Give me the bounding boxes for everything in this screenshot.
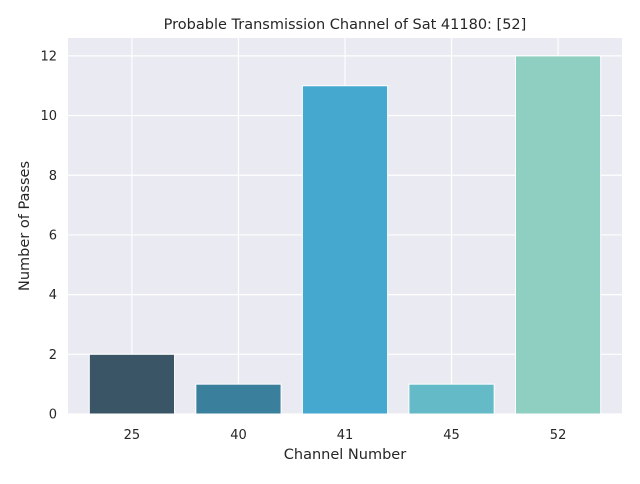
bar-40 <box>195 383 282 415</box>
y-tick-label: 4 <box>49 288 57 303</box>
x-tick-label: 45 <box>443 428 460 443</box>
y-tick-labels: 0 2 4 6 8 10 12 <box>40 49 57 422</box>
bar-25 <box>88 353 176 415</box>
bars <box>88 55 602 415</box>
y-tick-label: 6 <box>49 228 57 243</box>
x-tick-label: 52 <box>550 428 567 443</box>
bar-45 <box>408 383 495 415</box>
x-axis-label: Channel Number <box>284 447 406 463</box>
bar-41 <box>301 85 389 415</box>
x-tick-labels: 25 40 41 45 52 <box>124 428 567 443</box>
y-tick-label: 8 <box>49 169 57 184</box>
y-tick-label: 10 <box>40 109 57 124</box>
y-tick-label: 2 <box>49 348 57 363</box>
y-axis-label: Number of Passes <box>17 161 33 291</box>
chart-title: Probable Transmission Channel of Sat 411… <box>164 17 527 33</box>
x-tick-label: 25 <box>124 428 141 443</box>
y-tick-label: 12 <box>40 49 57 64</box>
x-tick-label: 40 <box>230 428 247 443</box>
x-tick-label: 41 <box>337 428 354 443</box>
y-tick-label: 0 <box>49 408 57 423</box>
bar-52 <box>514 55 602 415</box>
